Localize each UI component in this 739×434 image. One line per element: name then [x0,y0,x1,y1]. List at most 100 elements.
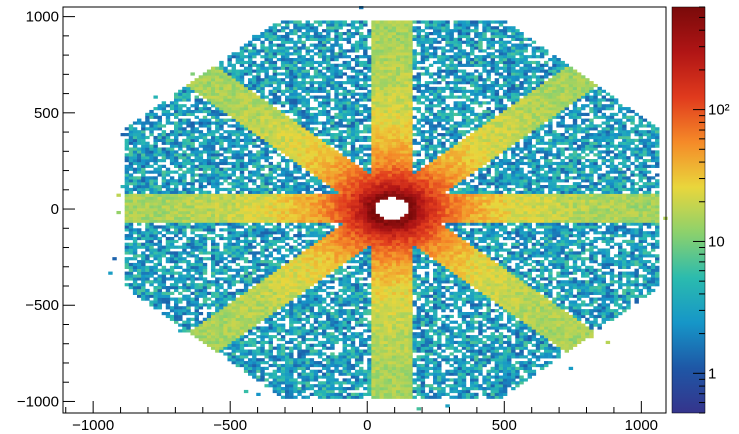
heatmap-cell [342,395,347,399]
heatmap-cell [285,86,290,91]
heatmap-cell [350,242,356,246]
heatmap-cell [178,225,183,229]
heatmap-cell [161,109,167,114]
heatmap-cell [334,69,339,73]
heatmap-cell [260,314,265,319]
heatmap-cell [354,251,360,255]
heatmap-cell [124,225,130,229]
heatmap-cell [285,375,290,379]
heatmap-cell [309,196,315,200]
heatmap-cell [194,277,199,281]
heatmap-cell [235,311,241,316]
heatmap-cell [178,118,183,122]
heatmap-cell [157,248,162,252]
heatmap-cell [346,167,352,171]
heatmap-cell [198,294,204,298]
heatmap-cell [342,283,347,287]
heatmap-cell [132,228,138,232]
heatmap-cell [252,179,257,183]
heatmap-cell [301,78,306,82]
heatmap-cell [346,317,352,321]
heatmap-cell [252,297,257,301]
heatmap-cell [285,118,290,122]
heatmap-cell [260,124,265,128]
heatmap-cell [285,387,290,391]
heatmap-cell [330,332,335,336]
heatmap-cell [309,167,315,171]
heatmap-cell [165,260,171,264]
heatmap-cell [206,86,212,91]
heatmap-cell [350,112,356,117]
heatmap-cell [252,153,257,157]
heatmap-cell [211,75,216,79]
heatmap-cell [248,288,253,293]
heatmap-cell [141,260,146,264]
heatmap-cell [305,20,310,24]
heatmap-cell [215,306,220,310]
heatmap-cell [252,37,257,41]
heatmap-cell [235,257,241,261]
heatmap-cell [223,95,228,99]
heatmap-cell [285,83,290,88]
heatmap-cell [231,150,236,154]
heatmap-cell [293,260,298,264]
heatmap-cell [301,326,306,330]
heatmap-cell [235,205,241,209]
heatmap-cell [223,248,228,252]
heatmap-cell [215,346,220,350]
heatmap-cell [198,173,204,177]
heatmap-cell [198,286,204,290]
heatmap-cell [161,294,167,298]
heatmap-cell [256,262,261,267]
heatmap-cell [153,202,158,206]
heatmap-cell [231,335,236,339]
heatmap-cell [301,213,306,218]
heatmap-cell [194,329,199,333]
heatmap-cell [354,63,360,67]
heatmap-cell [260,283,265,287]
heatmap-cell [239,291,245,295]
heatmap-cell [289,52,294,56]
heatmap-cell [272,381,278,385]
heatmap-cell [338,153,343,157]
heatmap-cell [264,196,269,200]
heatmap-cell [231,83,236,88]
heatmap-cell [293,176,298,180]
heatmap-cell [276,236,282,241]
heatmap-cell [211,179,216,183]
heatmap-cell [338,332,343,336]
heatmap-cell [235,303,241,307]
heatmap-cell [264,69,269,73]
heatmap-cell [252,271,257,275]
heatmap-cell [248,190,253,194]
heatmap-cell [293,208,298,212]
heatmap-cell [305,260,310,264]
heatmap-cell [289,395,294,399]
heatmap-cell [174,277,179,281]
heatmap-cell [342,187,347,192]
heatmap-cell [128,208,134,212]
heatmap-cell [198,156,204,160]
heatmap-cell [231,361,236,365]
heatmap-cell [248,343,253,347]
heatmap-cell [293,190,298,194]
heatmap-cell [338,46,343,50]
heatmap-cell [161,182,167,186]
heatmap-cell [206,121,212,125]
heatmap-cell [215,86,220,91]
heatmap-cell [342,210,347,215]
heatmap-cell [350,196,356,200]
heatmap-cell [264,101,269,105]
heatmap-cell [141,236,146,241]
heatmap-cell [342,196,347,200]
heatmap-cell [243,228,249,232]
heatmap-cell [293,332,298,336]
heatmap-cell [190,213,195,218]
heatmap-cell [206,164,212,168]
heatmap-cell [178,254,183,258]
heatmap-cell [178,147,183,151]
heatmap-cell [322,130,327,134]
heatmap-cell [186,309,191,313]
heatmap-cell [309,202,315,206]
heatmap-cell [132,277,138,281]
